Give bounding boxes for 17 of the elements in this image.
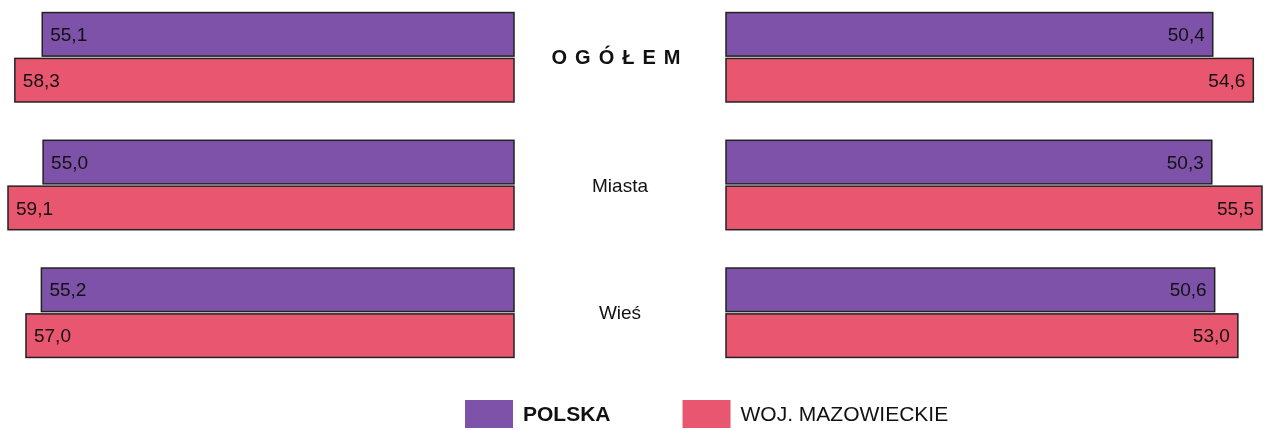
data-label: 50,6	[1169, 279, 1207, 301]
data-label: 50,4	[1167, 23, 1206, 45]
data-label: 53,0	[1192, 325, 1230, 347]
data-label: 55,0	[51, 151, 89, 173]
data-label: 55,2	[49, 279, 87, 301]
data-label: 54,6	[1208, 69, 1246, 91]
data-label: 55,5	[1217, 197, 1254, 219]
text: WOJ. MAZOWIECKIE	[740, 402, 949, 426]
data-label: 50,3	[1166, 151, 1204, 173]
y-tick-label: Miasta	[592, 174, 649, 196]
data-label: 55,1	[50, 23, 88, 45]
legend-label: POLSKA	[523, 402, 611, 426]
data-label: 59,1	[16, 197, 53, 219]
y-tick-label: Wieś	[598, 302, 642, 324]
data-label: 58,3	[22, 69, 60, 91]
y-tick-label: OGÓŁEM	[551, 45, 689, 69]
data-label: 57,0	[33, 325, 71, 347]
